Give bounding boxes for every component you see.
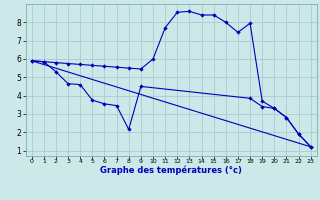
X-axis label: Graphe des températures (°c): Graphe des températures (°c) <box>100 166 242 175</box>
